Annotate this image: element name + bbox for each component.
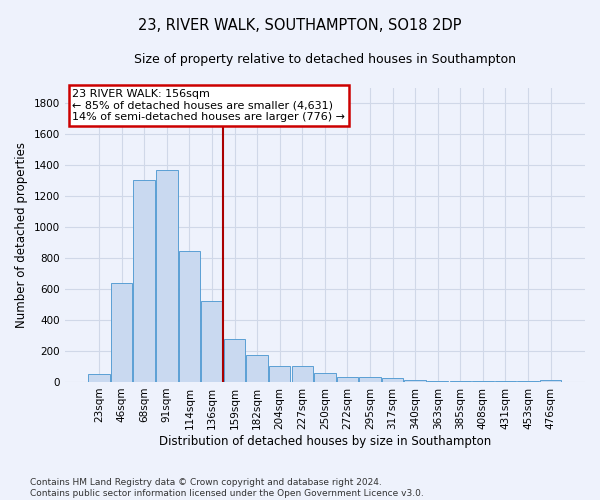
Bar	[247, 355, 268, 382]
Bar	[133, 180, 155, 382]
Bar	[224, 340, 245, 382]
Y-axis label: Number of detached properties: Number of detached properties	[15, 142, 28, 328]
Bar	[156, 170, 178, 382]
Bar	[269, 366, 290, 382]
Bar	[495, 381, 516, 382]
Text: 23, RIVER WALK, SOUTHAMPTON, SO18 2DP: 23, RIVER WALK, SOUTHAMPTON, SO18 2DP	[138, 18, 462, 32]
Bar	[449, 381, 471, 382]
Bar	[359, 376, 381, 382]
Bar	[472, 381, 494, 382]
Bar	[314, 372, 335, 382]
Title: Size of property relative to detached houses in Southampton: Size of property relative to detached ho…	[134, 52, 516, 66]
Bar	[540, 380, 562, 382]
Bar	[292, 366, 313, 382]
Bar	[427, 381, 448, 382]
Bar	[404, 380, 426, 382]
Bar	[88, 374, 110, 382]
Bar	[382, 378, 403, 382]
Bar	[337, 376, 358, 382]
Bar	[111, 283, 133, 382]
Bar	[201, 300, 223, 382]
Text: Contains HM Land Registry data © Crown copyright and database right 2024.
Contai: Contains HM Land Registry data © Crown c…	[30, 478, 424, 498]
Bar	[517, 381, 539, 382]
X-axis label: Distribution of detached houses by size in Southampton: Distribution of detached houses by size …	[159, 434, 491, 448]
Text: 23 RIVER WALK: 156sqm
← 85% of detached houses are smaller (4,631)
14% of semi-d: 23 RIVER WALK: 156sqm ← 85% of detached …	[73, 89, 346, 122]
Bar	[179, 250, 200, 382]
